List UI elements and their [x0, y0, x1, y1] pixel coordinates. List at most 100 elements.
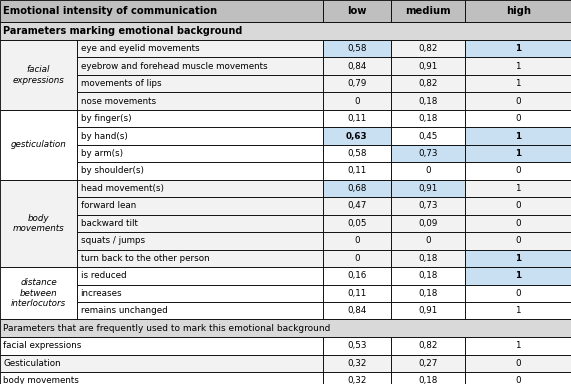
Text: 0,73: 0,73: [419, 149, 438, 158]
Text: medium: medium: [405, 6, 451, 16]
Bar: [77, 250, 323, 267]
Text: high: high: [506, 6, 530, 16]
Bar: [77, 197, 323, 215]
Text: 1: 1: [515, 254, 521, 263]
Text: 0,05: 0,05: [347, 219, 367, 228]
Bar: [391, 180, 465, 197]
Bar: [77, 180, 323, 197]
Bar: [465, 40, 571, 58]
Bar: [391, 337, 465, 355]
Bar: [391, 127, 465, 145]
Bar: [77, 58, 323, 75]
Bar: [391, 197, 465, 215]
Text: 0,18: 0,18: [419, 97, 438, 106]
Text: 1: 1: [516, 79, 521, 88]
Bar: [323, 215, 391, 232]
Bar: [323, 93, 391, 110]
Bar: [391, 58, 465, 75]
Bar: [0, 267, 77, 319]
Text: 0,27: 0,27: [419, 359, 438, 368]
Bar: [465, 197, 571, 215]
Text: 0,11: 0,11: [347, 167, 367, 175]
Text: 0,16: 0,16: [347, 271, 367, 280]
Bar: [465, 372, 571, 384]
Bar: [465, 232, 571, 250]
Bar: [323, 285, 391, 302]
Bar: [0, 337, 323, 355]
Bar: [0, 355, 323, 372]
Bar: [391, 145, 465, 162]
Text: backward tilt: backward tilt: [81, 219, 138, 228]
Bar: [323, 40, 391, 58]
Text: by shoulder(s): by shoulder(s): [81, 167, 143, 175]
Bar: [465, 285, 571, 302]
Text: 0,58: 0,58: [347, 149, 367, 158]
Text: 1: 1: [515, 271, 521, 280]
Bar: [323, 197, 391, 215]
Bar: [77, 232, 323, 250]
Bar: [323, 75, 391, 93]
Bar: [77, 110, 323, 127]
Bar: [465, 302, 571, 319]
Bar: [465, 180, 571, 197]
Bar: [323, 145, 391, 162]
Text: 0,18: 0,18: [419, 114, 438, 123]
Text: turn back to the other person: turn back to the other person: [81, 254, 209, 263]
Bar: [77, 285, 323, 302]
Text: remains unchanged: remains unchanged: [81, 306, 167, 315]
Bar: [465, 267, 571, 285]
Bar: [323, 180, 391, 197]
Bar: [391, 75, 465, 93]
Bar: [465, 145, 571, 162]
Text: by finger(s): by finger(s): [81, 114, 131, 123]
Text: 0: 0: [354, 97, 360, 106]
Text: 0,18: 0,18: [419, 289, 438, 298]
Bar: [323, 302, 391, 319]
Text: 0: 0: [516, 376, 521, 384]
Bar: [391, 162, 465, 180]
Text: 0: 0: [516, 219, 521, 228]
Text: is reduced: is reduced: [81, 271, 126, 280]
Bar: [465, 215, 571, 232]
Text: 0,11: 0,11: [347, 114, 367, 123]
Bar: [323, 267, 391, 285]
Text: 0,58: 0,58: [347, 44, 367, 53]
Text: 0: 0: [425, 237, 431, 245]
Text: 0,82: 0,82: [419, 79, 438, 88]
Bar: [465, 337, 571, 355]
Bar: [391, 93, 465, 110]
Bar: [323, 58, 391, 75]
Text: 0,45: 0,45: [419, 132, 438, 141]
Text: 1: 1: [515, 132, 521, 141]
Text: 1: 1: [516, 62, 521, 71]
Bar: [77, 145, 323, 162]
Bar: [465, 75, 571, 93]
Text: by arm(s): by arm(s): [81, 149, 123, 158]
Bar: [391, 0, 465, 22]
Text: by hand(s): by hand(s): [81, 132, 127, 141]
Text: eye and eyelid movements: eye and eyelid movements: [81, 44, 199, 53]
Bar: [391, 285, 465, 302]
Bar: [323, 337, 391, 355]
Text: Emotional intensity of communication: Emotional intensity of communication: [3, 6, 218, 16]
Text: 1: 1: [515, 44, 521, 53]
Bar: [0, 180, 77, 267]
Text: 0: 0: [354, 237, 360, 245]
Text: 0,84: 0,84: [347, 306, 367, 315]
Text: increases: increases: [81, 289, 122, 298]
Bar: [465, 58, 571, 75]
Bar: [465, 355, 571, 372]
Text: 0,47: 0,47: [347, 202, 367, 210]
Bar: [0, 22, 571, 40]
Text: 0: 0: [516, 114, 521, 123]
Text: 0: 0: [516, 359, 521, 368]
Bar: [77, 40, 323, 58]
Text: 0: 0: [516, 167, 521, 175]
Text: 1: 1: [516, 306, 521, 315]
Text: body movements: body movements: [3, 376, 79, 384]
Bar: [323, 232, 391, 250]
Text: 0,09: 0,09: [419, 219, 438, 228]
Text: facial expressions: facial expressions: [3, 341, 82, 350]
Bar: [323, 110, 391, 127]
Bar: [391, 372, 465, 384]
